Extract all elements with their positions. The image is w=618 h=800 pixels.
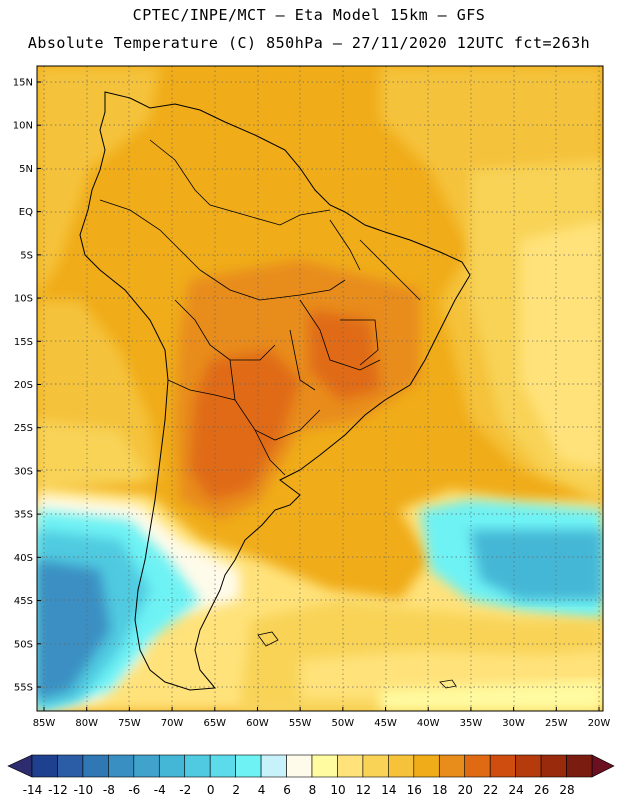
lat-tick-label: 25S [14,423,33,434]
field-band-neg8 [37,560,110,700]
lon-tick-label: 25W [545,718,568,729]
colorbar-swatch [235,754,262,778]
lat-tick-label: 35S [14,510,33,521]
lon-tick-label: 85W [33,718,56,729]
colorbar-swatch [184,754,211,778]
colorbar-min-arrow [7,754,33,778]
lat-tick-label: 40S [14,553,33,564]
colorbar-label: 8 [309,783,317,797]
colorbar-label: 4 [258,783,266,797]
colorbar-swatch [158,754,186,778]
colorbar [7,754,615,778]
colorbar-swatch [388,754,415,778]
country-borders [99,139,421,476]
colorbar-swatch [515,754,542,778]
longitude-axis: 85W 80W 75W 70W 65W 60W 55W 50W 45W 40W 35W 30W 25W 2… [33,707,611,729]
lat-tick-label: 10N [13,121,33,132]
falklands-islands [257,631,279,647]
field-band-14-sw [37,420,150,490]
colorbar-swatch [82,754,109,778]
colorbar-label: -4 [154,783,166,797]
field-band-20-north [310,310,380,400]
latitude-axis: 15N 10N 5N EQ 5S 10S 15S 20S 25S 30S 35S 40S 45S 50S 5… [13,78,41,694]
lon-tick-label: 30W [502,718,525,729]
lon-tick-label: 75W [118,718,141,729]
colorbar-swatch [540,754,567,778]
south-georgia-island [439,679,457,689]
colorbar-label: -14 [23,783,43,797]
lon-tick-label: 50W [332,718,355,729]
colorbar-label: 10 [330,783,345,797]
lon-tick-label: 20W [588,718,611,729]
colorbar-swatch [286,754,313,778]
colorbar-label: 6 [283,783,291,797]
colorbar-label: 2 [232,783,240,797]
field-band-20 [190,350,300,500]
colorbar-swatch [489,754,516,778]
colorbar-labels: -14 -12 -10 -8 -6 -4 -2 0 2 4 6 8 10 12 14 16 18 20 22 24 26… [23,783,575,797]
colorbar-swatch [464,754,491,778]
colorbar-label: 20 [458,783,473,797]
colorbar-swatch [311,754,338,778]
colorbar-swatch [133,754,160,778]
colorbar-label: -6 [128,783,140,797]
map-frame [36,65,604,712]
colorbar-swatch [108,754,135,778]
colorbar-label: 28 [559,783,574,797]
temperature-field [37,66,603,711]
lat-tick-label: 50S [14,639,33,650]
lat-tick-label: 15S [14,337,33,348]
colorbar-label: 26 [534,783,549,797]
colorbar-swatch [209,754,236,778]
colorbar-label: 22 [483,783,498,797]
lon-tick-label: 65W [203,718,226,729]
colorbar-swatch [438,754,466,778]
lon-tick-label: 45W [374,718,397,729]
colorbar-label: 0 [207,783,215,797]
colorbar-swatch [57,754,84,778]
lon-tick-label: 35W [460,718,483,729]
colorbar-label: 18 [432,783,447,797]
field-band-10-south [380,680,603,711]
colorbar-swatch [337,754,364,778]
lat-tick-label: 5N [19,164,33,175]
field-band-neg4-east [470,530,603,600]
lat-tick-label: 30S [14,466,33,477]
map-title-line-1: CPTEC/INPE/MCT – Eta Model 15km – GFS [132,6,486,24]
colorbar-swatch [31,754,58,778]
lon-tick-label: 80W [75,718,98,729]
colorbar-label: -8 [103,783,115,797]
lon-tick-label: 70W [161,718,184,729]
colorbar-label: 24 [508,783,523,797]
lat-tick-label: 45S [14,596,33,607]
colorbar-label: -2 [179,783,191,797]
colorbar-swatch [413,754,440,778]
field-band-12 [520,220,603,470]
lon-tick-label: 40W [417,718,440,729]
colorbar-label: -10 [74,783,94,797]
lat-tick-label: 15N [13,78,33,89]
lat-tick-label: 20S [14,380,33,391]
map-title-line-2: Absolute Temperature (C) 850hPa – 27/11/… [27,34,591,52]
lon-tick-label: 55W [289,718,312,729]
colorbar-label: 16 [407,783,422,797]
lat-tick-label: 55S [14,683,33,694]
lat-tick-label: EQ [19,207,33,218]
colorbar-swatch [362,754,389,778]
lat-tick-label: 5S [20,250,33,261]
colorbar-label: 14 [381,783,396,797]
colorbar-label: -12 [48,783,68,797]
colorbar-max-arrow [591,754,615,778]
colorbar-swatch [260,754,287,778]
colorbar-label: 12 [356,783,371,797]
lat-tick-label: 10S [14,294,33,305]
lon-tick-label: 60W [246,718,269,729]
south-america-coastline [79,91,471,691]
colorbar-swatch [566,754,593,778]
